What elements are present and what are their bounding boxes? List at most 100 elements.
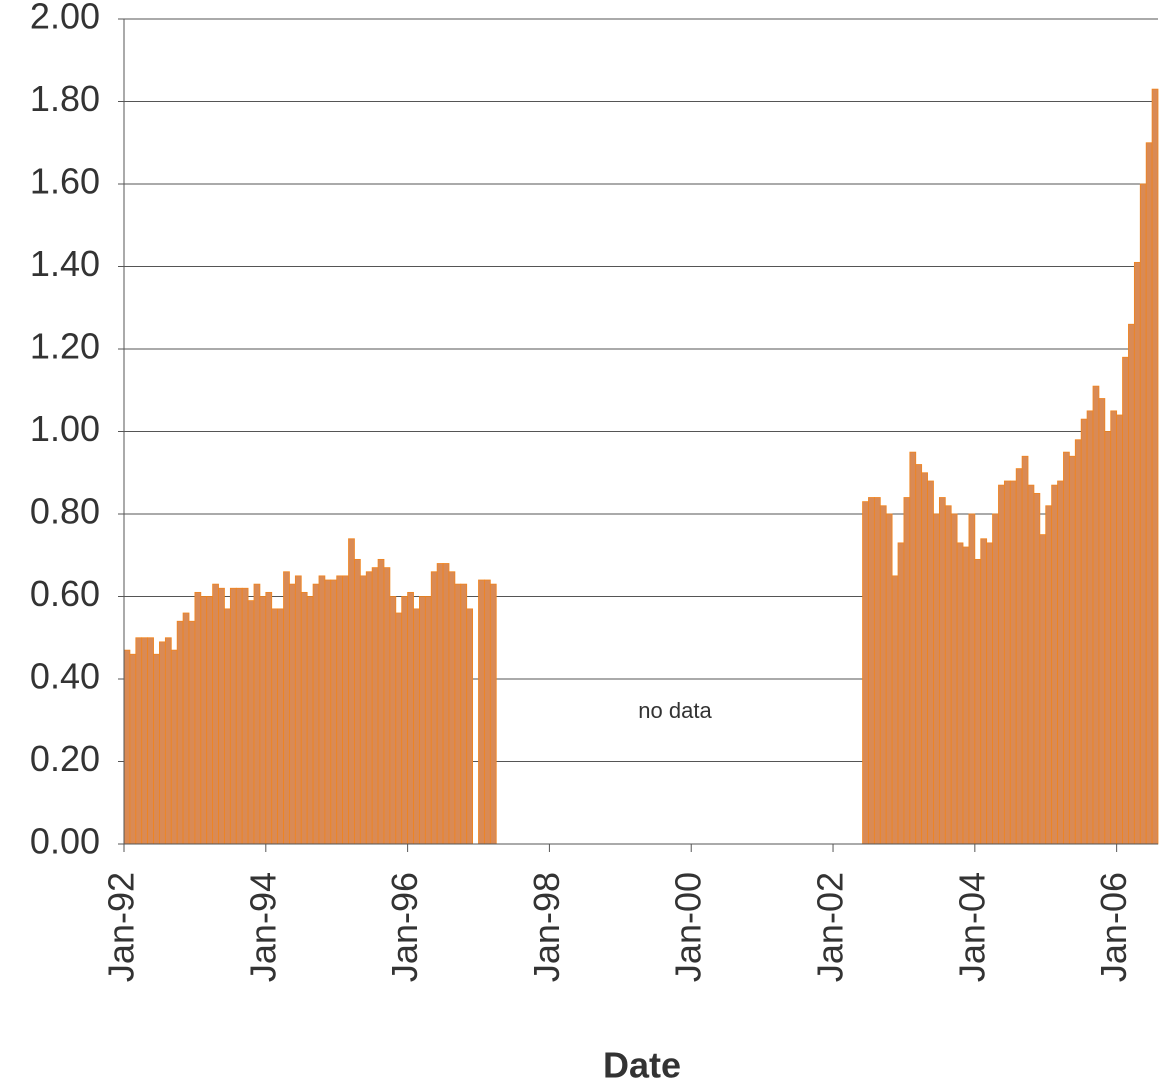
bar: [868, 497, 875, 845]
bar: [206, 596, 214, 845]
bar: [147, 637, 154, 845]
bar: [998, 484, 1005, 845]
bar: [1116, 414, 1123, 845]
bar: [365, 571, 373, 845]
x-axis-title: Date: [603, 1045, 681, 1086]
bar: [484, 579, 491, 845]
y-tick-label: 0.60: [30, 573, 100, 614]
bar: [371, 567, 379, 845]
bar: [460, 583, 468, 845]
bar: [342, 575, 349, 845]
bar: [153, 653, 160, 845]
bar: [383, 567, 391, 845]
x-tick-label: Jan-06: [1093, 872, 1134, 982]
bar: [879, 505, 887, 845]
bar: [395, 612, 403, 845]
bar: [182, 612, 190, 845]
bar: [1104, 431, 1112, 845]
bar: [1021, 455, 1029, 845]
bar: [956, 542, 964, 845]
bar: [862, 501, 869, 845]
bar: [170, 649, 178, 845]
bar: [489, 583, 497, 845]
bar: [1133, 261, 1141, 845]
bar: [992, 513, 999, 845]
x-tick-label: Jan-94: [242, 872, 283, 982]
bar: [188, 620, 196, 845]
y-tick-label: 2.00: [30, 0, 100, 37]
bar: [176, 620, 184, 845]
bar: [159, 641, 166, 845]
y-tick-label: 1.80: [30, 78, 100, 119]
bar: [1086, 410, 1094, 845]
x-tick-label: Jan-04: [951, 872, 992, 982]
bar: [253, 583, 261, 845]
bar: [938, 497, 946, 845]
bar: [986, 542, 993, 845]
bar: [891, 575, 899, 845]
bar: [448, 571, 456, 845]
bar: [348, 538, 355, 845]
bar: [466, 608, 474, 845]
bar: [921, 472, 928, 845]
bar: [271, 608, 279, 845]
x-tick-label: Jan-02: [810, 872, 851, 982]
bar: [306, 596, 314, 845]
bar: [873, 497, 881, 845]
y-tick-label: 1.00: [30, 408, 100, 449]
bar: [123, 649, 131, 845]
bar: [259, 596, 267, 845]
bar: [974, 558, 982, 845]
bar: [135, 637, 143, 845]
y-tick-label: 1.20: [30, 326, 100, 367]
bar: [389, 596, 397, 845]
bar: [885, 513, 893, 845]
bar: [1151, 88, 1159, 845]
bar: [1068, 455, 1076, 845]
annotation: no data: [638, 698, 712, 723]
bar: [944, 505, 952, 845]
x-tick-label: Jan-98: [526, 872, 567, 982]
bar: [1110, 410, 1118, 845]
bar: [1015, 468, 1023, 845]
bar: [1074, 439, 1082, 845]
bar: [224, 608, 231, 845]
bar: [419, 596, 426, 845]
bar: [454, 583, 462, 845]
bar: [413, 608, 420, 845]
bar: [407, 591, 414, 845]
bar: [1051, 484, 1058, 845]
bar: [1039, 534, 1047, 845]
bar: [903, 497, 911, 845]
bar: [212, 583, 219, 845]
bar: [354, 558, 361, 845]
y-tick-label: 1.40: [30, 243, 100, 284]
bar: [1063, 451, 1070, 845]
bar: [1128, 323, 1135, 845]
bar: [933, 513, 940, 845]
bar: [1033, 492, 1041, 845]
bar: [247, 600, 255, 845]
bar: [401, 596, 409, 845]
x-tick-label: Jan-00: [668, 872, 709, 982]
bar: [478, 579, 485, 845]
bar: [265, 591, 273, 845]
x-tick-label: Jan-96: [384, 872, 425, 982]
bar: [1045, 505, 1053, 845]
bar: [1080, 418, 1088, 845]
bar: [1145, 142, 1153, 845]
bar: [1009, 480, 1017, 845]
bar: [1098, 398, 1106, 845]
y-tick-label: 0.00: [30, 821, 100, 862]
y-tick-label: 0.20: [30, 738, 100, 779]
bar: [962, 546, 970, 845]
bar: [294, 575, 302, 845]
y-tick-label: 0.80: [30, 491, 100, 532]
bar: [442, 563, 450, 845]
bar: [235, 587, 243, 845]
bar: [289, 583, 296, 845]
bar: [1122, 356, 1129, 845]
x-tick-label: Jan-92: [101, 872, 142, 982]
bar: [927, 480, 934, 845]
bar: [141, 637, 149, 845]
